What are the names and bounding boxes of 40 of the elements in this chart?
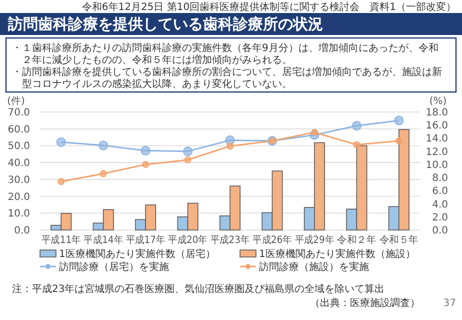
text: ・１歯科診療所あたりの訪問歯科診療の実施件数（各年9月分）は、増加傾向にあったが、令和２年に減少したものの、令和５年には増加傾向がみられる。: [12, 42, 438, 66]
y2-tick-label: 0.0: [432, 226, 448, 236]
y-tick-label: 40.0: [8, 158, 30, 170]
x-tick-label: 平成20年: [168, 234, 211, 246]
y2-tick-label: 8.0: [432, 173, 448, 184]
y-tick-label: 0.0: [14, 226, 30, 236]
text: 令和6年12月25日 第10回歯科医療提供体制等に関する検討会 資料1（一部改変）: [82, 1, 456, 13]
text: （出典：医療施設調査）: [310, 297, 420, 309]
x-tick-label: 平成23年: [210, 234, 254, 246]
x-tick-label: 平成29年: [294, 234, 338, 246]
legend-label: 訪問診療（居宅）を実施: [59, 261, 169, 273]
y2-tick-label: 4.0: [432, 199, 448, 210]
text: ・訪問歯科診療を提供している歯科診療所の割合について、居宅は増加傾向であるが、施設は新型コロナウイルスの感染拡大以降、あまり変化していない。: [12, 66, 442, 90]
text: 37: [443, 298, 456, 309]
y2-axis-title: (%): [429, 96, 447, 107]
legend-label: 1医療機関あたり実施件数（居宅）: [59, 248, 216, 260]
y-axis-title: (件): [7, 96, 25, 107]
y-tick-label: 10.0: [8, 208, 30, 220]
y-tick-label: 20.0: [8, 192, 30, 203]
legend-label: 訪問診療（施設）を実施: [259, 261, 369, 273]
y2-tick-label: 2.0: [432, 212, 448, 224]
y-tick-label: 70.0: [8, 108, 30, 118]
y2-tick-label: 14.0: [426, 134, 448, 145]
y-tick-label: 50.0: [8, 141, 30, 152]
x-tick-label: 平成11年: [42, 234, 84, 246]
x-tick-label: 令和５年: [379, 234, 420, 246]
legend-label: 1医療機関あたり実施件数（施設）: [259, 248, 416, 260]
y2-tick-label: 10.0: [426, 160, 448, 171]
x-tick-label: 平成14年: [84, 234, 126, 246]
chart-title: 訪問歯科診療を提供している歯科診療所の状況: [7, 15, 323, 33]
y-tick-label: 60.0: [8, 124, 30, 136]
y2-tick-label: 16.0: [426, 120, 448, 132]
x-tick-label: 平成26年: [252, 234, 296, 246]
x-tick-label: 令和２年: [337, 234, 378, 246]
y2-tick-label: 6.0: [432, 186, 448, 198]
x-tick-label: 平成17年: [126, 234, 169, 246]
y2-tick-label: 18.0: [426, 108, 448, 118]
y2-tick-label: 12.0: [426, 146, 448, 158]
y-tick-label: 30.0: [8, 174, 30, 186]
text: 注：平成23年は宮城県の石巻医療圏、気仙沼医療圏及び福島県の全域を除いて算出: [12, 283, 385, 295]
